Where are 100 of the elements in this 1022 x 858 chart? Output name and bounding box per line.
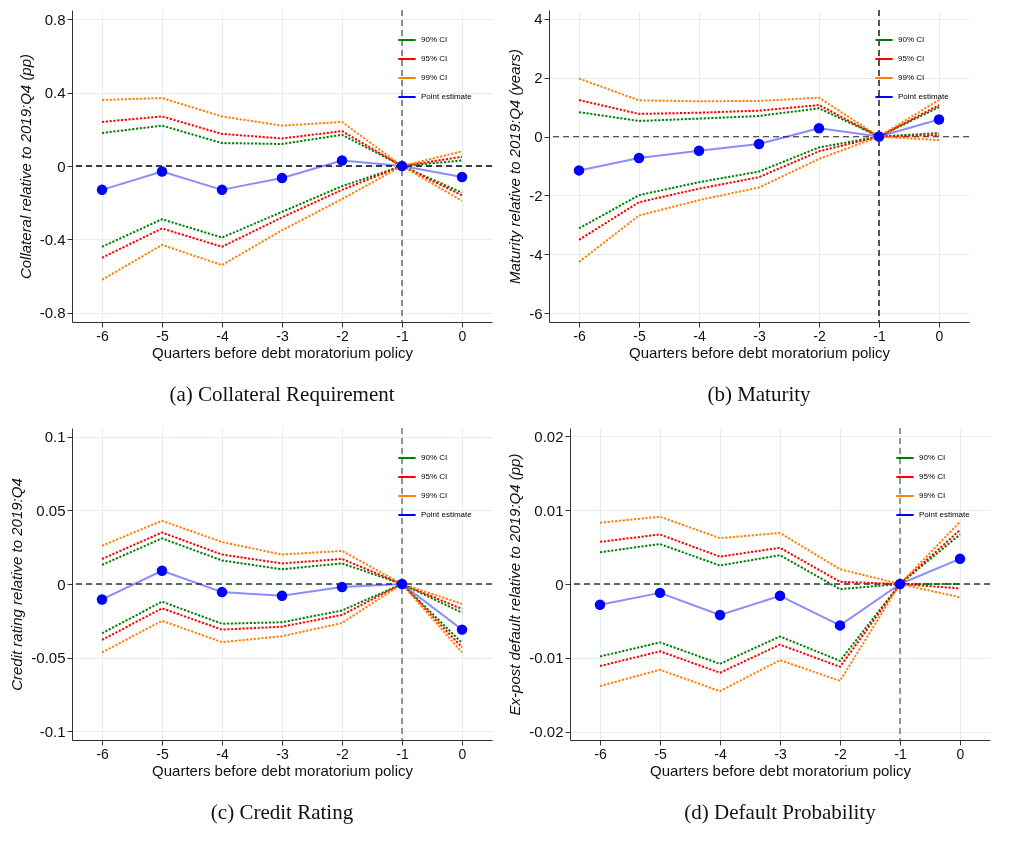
y-tick-label: -6 [529,304,543,322]
y-tick-label: -4 [529,245,543,263]
point [654,587,666,599]
legend-label: 90% CI [898,35,925,44]
legend-label: 99% CI [919,491,946,500]
x-tick-label: -3 [276,327,289,344]
y-tick-label: 0 [555,575,564,593]
x-tick-label: -4 [216,745,229,762]
y-tick-label: 2 [534,69,543,87]
y-axis-title: Maturity relative to 2019:Q4 (years) [506,48,524,285]
x-tick-label: -3 [753,327,766,344]
x-tick-label: -6 [96,327,109,344]
x-tick-label: -2 [336,327,349,344]
x-tick-label: 0 [956,745,965,762]
point [396,578,408,590]
x-tick-label: -4 [693,327,706,344]
point [216,184,228,196]
x-tick-label: -3 [276,745,289,762]
y-axis-title: Credit rating relative to 2019:Q4 [8,478,26,691]
x-tick-label: -5 [633,327,646,344]
legend-label: 90% CI [421,453,448,462]
point [954,553,966,565]
legend-label: 90% CI [919,453,946,462]
legend-label: Point estimate [919,510,971,519]
y-tick-label: 0.02 [534,427,564,445]
y-tick-label: 0 [57,157,66,175]
legend-label: 99% CI [421,73,448,82]
legend-label: 99% CI [421,491,448,500]
y-tick-label: -0.02 [529,723,564,741]
point [753,138,765,150]
y-axis-title: Collateral relative to 2019:Q4 (pp) [16,53,34,280]
line-series [599,533,961,591]
x-tick-label: -1 [396,327,409,344]
x-tick-label: -1 [894,745,907,762]
legend-label: 95% CI [898,54,925,63]
x-tick-label: 0 [458,745,467,762]
point [633,152,645,164]
point [396,160,408,172]
point [456,171,468,183]
legend-label: 95% CI [421,472,448,481]
y-tick-label: -2 [529,186,543,204]
point [96,594,108,605]
y-tick-label: -0.8 [39,304,66,322]
x-tick-label: -5 [156,327,169,344]
legend-label: 99% CI [898,73,925,82]
y-tick-label: 0 [534,128,543,146]
point [933,114,945,125]
legend-label: Point estimate [898,92,950,101]
legend-label: Point estimate [421,92,473,101]
point [276,172,288,184]
x-axis-title: Quarters before debt moratorium policy [152,761,414,779]
x-tick-label: -2 [813,327,826,344]
point [156,166,168,177]
x-tick-label: -3 [774,745,787,762]
x-tick-label: -6 [594,745,607,762]
text: (b) Maturity [707,382,812,406]
point [774,590,786,602]
line-series [101,519,463,605]
x-tick-label: -1 [396,745,409,762]
legend-label: 95% CI [919,472,946,481]
point [216,586,228,598]
y-tick-label: -0.05 [31,649,66,667]
text: (c) Credit Rating [210,800,354,824]
legend-label: Point estimate [421,510,473,519]
point [693,145,705,156]
y-tick-label: 4 [534,10,543,28]
text: (d) Default Probability [684,800,877,824]
point [276,590,288,602]
y-tick-label: 0.01 [534,501,564,519]
point [714,609,726,621]
point [456,624,468,635]
x-tick-label: -6 [573,327,586,344]
legend-label: 90% CI [421,35,448,44]
y-tick-label: 0.1 [44,428,66,446]
point [834,620,846,631]
x-tick-label: -2 [336,745,349,762]
x-tick-label: -1 [873,327,886,344]
point [96,184,108,196]
point [813,123,825,134]
y-tick-label: 0 [57,575,66,593]
x-tick-label: 0 [935,327,944,344]
point [156,565,168,576]
y-tick-label: 0.8 [44,10,66,28]
legend-label: 95% CI [421,54,448,63]
y-tick-label: -0.4 [39,230,66,248]
text: (a) Collateral Requirement [169,382,395,406]
x-tick-label: -4 [216,327,229,344]
x-tick-label: -4 [714,745,727,762]
x-axis-title: Quarters before debt moratorium policy [152,343,414,361]
y-axis-title: Ex-post default relative to 2019:Q4 (pp) [506,453,524,716]
x-tick-label: 0 [458,327,467,344]
y-tick-label: -0.01 [529,649,564,667]
point [336,581,348,593]
point [573,165,585,176]
point [894,578,906,590]
x-tick-label: -5 [156,745,169,762]
y-tick-label: 0.05 [36,501,66,519]
point [873,131,885,142]
x-axis-title: Quarters before debt moratorium policy [650,761,912,779]
x-tick-label: -5 [654,745,667,762]
